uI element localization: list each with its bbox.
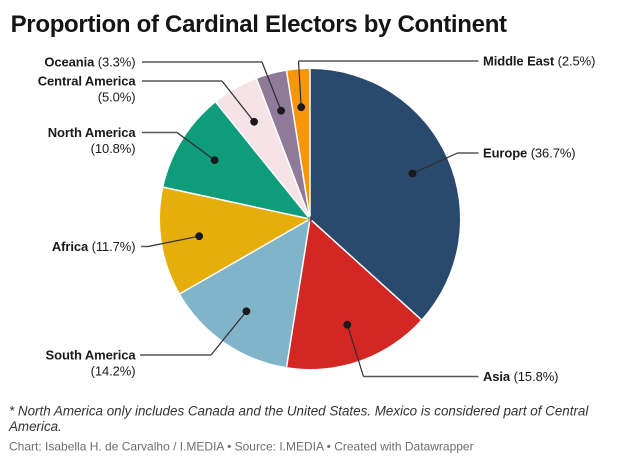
svg-text:Proportion of Cardinal Elector: Proportion of Cardinal Electors by Conti… xyxy=(11,11,507,38)
svg-text:Middle East (2.5%): Middle East (2.5%) xyxy=(483,54,595,69)
svg-text:Oceania (3.3%): Oceania (3.3%) xyxy=(44,55,135,70)
svg-text:America.: America. xyxy=(8,419,62,434)
svg-text:(10.8%): (10.8%) xyxy=(91,141,136,156)
svg-text:South America: South America xyxy=(46,348,137,363)
svg-text:Africa (11.7%): Africa (11.7%) xyxy=(52,239,136,254)
svg-text:* North America only includes: * North America only includes Canada and… xyxy=(9,404,589,419)
svg-text:Chart: Isabella H. de Carvalho: Chart: Isabella H. de Carvalho / I.MEDIA… xyxy=(9,440,474,454)
svg-text:(5.0%): (5.0%) xyxy=(98,90,136,105)
svg-text:(14.2%): (14.2%) xyxy=(91,364,136,379)
svg-text:North America: North America xyxy=(48,125,137,140)
svg-text:Europe (36.7%): Europe (36.7%) xyxy=(483,146,576,161)
svg-text:Central America: Central America xyxy=(38,74,137,89)
svg-text:Asia (15.8%): Asia (15.8%) xyxy=(483,369,558,384)
